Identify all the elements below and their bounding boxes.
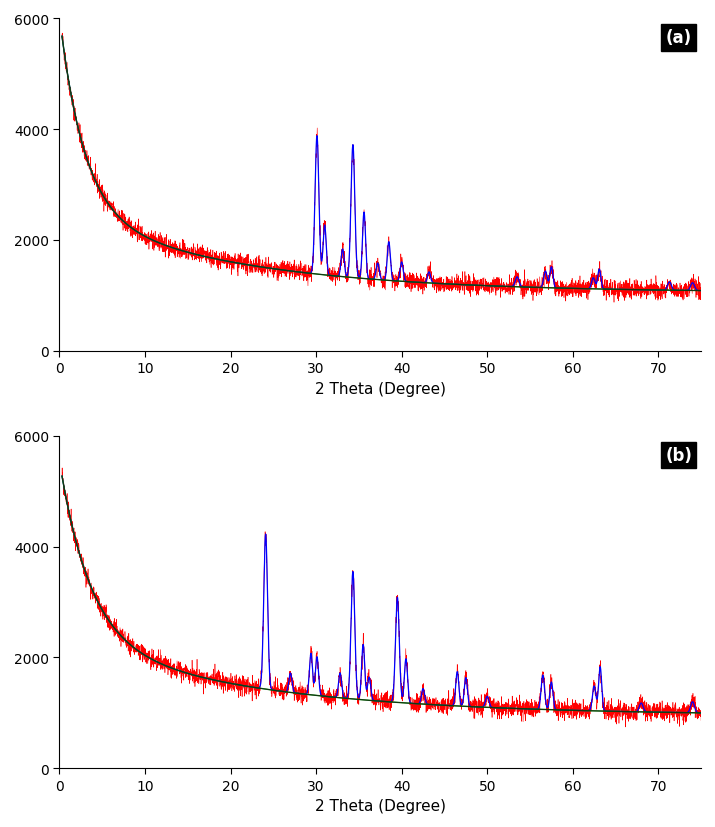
Text: (b): (b) [665, 447, 692, 464]
X-axis label: 2 Theta (Degree): 2 Theta (Degree) [315, 798, 445, 813]
Text: (a): (a) [666, 29, 691, 47]
X-axis label: 2 Theta (Degree): 2 Theta (Degree) [315, 381, 445, 396]
